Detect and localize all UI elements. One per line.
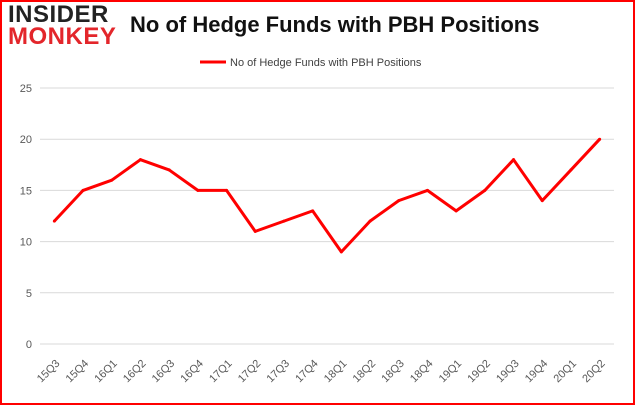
y-tick-label: 25 [20,83,32,95]
data-point-19Q2 [483,188,487,192]
legend-label: No of Hedge Funds with PBH Positions [230,57,422,69]
data-point-17Q4 [311,209,315,213]
x-tick-label: 17Q2 [236,358,264,386]
x-tick-label: 18Q4 [408,358,436,386]
x-tick-label: 19Q4 [523,358,551,386]
data-point-15Q3 [52,219,56,223]
data-point-16Q2 [138,158,142,162]
data-point-19Q1 [454,209,458,213]
data-point-18Q4 [425,188,429,192]
data-point-16Q1 [110,178,114,182]
data-point-16Q4 [196,188,200,192]
x-tick-label: 19Q1 [437,358,465,386]
logo-line-1: INSIDER [8,1,109,28]
x-tick-label: 18Q2 [351,358,379,386]
x-tick-label: 17Q1 [207,358,235,386]
data-point-17Q1 [225,188,229,192]
x-tick-label: 16Q2 [121,358,149,386]
data-point-20Q2 [598,137,602,141]
x-tick-label: 19Q3 [494,358,522,386]
x-axis-ticks: 15Q3 15Q4 16Q1 16Q2 16Q3 16Q4 17Q1 17Q2 17Q3 17Q4… [35,358,608,386]
y-tick-label: 0 [26,339,32,351]
gridlines [40,87,614,345]
chart-title: No of Hedge Funds with PBH Positions [130,12,540,37]
series-group [52,137,602,254]
x-tick-label: 16Q1 [92,358,120,386]
data-point-18Q1 [339,250,343,254]
data-point-18Q3 [397,199,401,203]
data-point-17Q2 [253,229,257,233]
data-point-15Q4 [81,188,85,192]
x-tick-label: 16Q3 [150,358,178,386]
legend: No of Hedge Funds with PBH Positions [200,57,422,69]
x-tick-label: 17Q4 [293,358,321,386]
data-point-19Q3 [512,158,516,162]
x-tick-label: 19Q2 [465,358,493,386]
data-point-20Q1 [569,168,573,172]
x-tick-label: 15Q3 [35,358,63,386]
y-tick-label: 5 [26,288,32,300]
x-tick-label: 18Q1 [322,358,350,386]
data-point-19Q4 [540,199,544,203]
y-tick-label: 10 [20,237,32,249]
x-tick-label: 16Q4 [178,358,206,386]
x-tick-label: 18Q3 [379,358,407,386]
x-tick-label: 17Q3 [265,358,293,386]
x-tick-label: 20Q1 [552,358,580,386]
data-point-17Q3 [282,219,286,223]
y-axis-ticks: 0 5 10 15 20 25 [20,83,32,351]
data-point-16Q3 [167,168,171,172]
x-tick-label: 20Q2 [580,358,608,386]
insider-monkey-logo: INSIDER MONKEY [8,1,117,50]
x-tick-label: 15Q4 [64,358,92,386]
y-tick-label: 15 [20,185,32,197]
series-line-0 [53,138,601,254]
data-point-18Q2 [368,219,372,223]
logo-line-2: MONKEY [8,23,117,50]
y-tick-label: 20 [20,134,32,146]
